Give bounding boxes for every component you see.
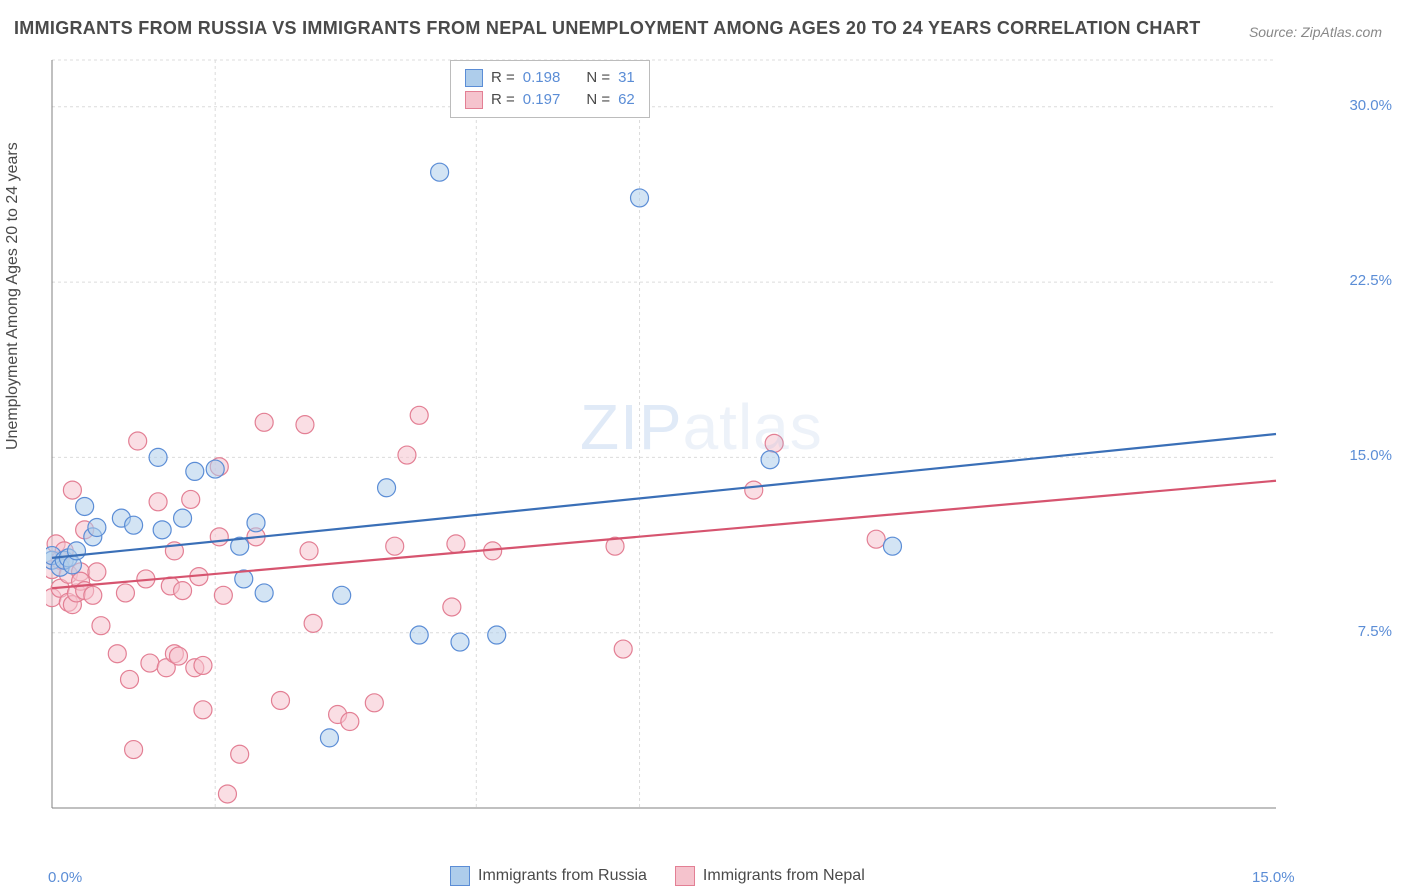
n-value: 31 [618, 67, 635, 89]
legend-item-nepal: Immigrants from Nepal [675, 866, 865, 886]
swatch-icon [675, 866, 695, 886]
r-value: 0.197 [523, 89, 561, 111]
y-axis-label: Unemployment Among Ages 20 to 24 years [4, 142, 22, 450]
swatch-icon [450, 866, 470, 886]
x-tick-label: 15.0% [1252, 869, 1295, 886]
r-label: R = [491, 89, 515, 111]
r-value: 0.198 [523, 67, 561, 89]
source-label: Source: ZipAtlas.com [1249, 24, 1382, 40]
n-label: N = [586, 67, 610, 89]
plot-area [46, 58, 1336, 838]
y-tick-label: 7.5% [1358, 623, 1392, 640]
legend-label: Immigrants from Russia [478, 867, 647, 885]
series-legend: Immigrants from Russia Immigrants from N… [450, 866, 865, 886]
y-tick-label: 30.0% [1349, 97, 1392, 114]
n-value: 62 [618, 89, 635, 111]
y-tick-label: 22.5% [1349, 272, 1392, 289]
x-tick-label: 0.0% [48, 869, 82, 886]
chart-title: IMMIGRANTS FROM RUSSIA VS IMMIGRANTS FRO… [14, 18, 1201, 39]
swatch-icon [465, 69, 483, 87]
stats-legend: R = 0.198 N = 31 R = 0.197 N = 62 [450, 60, 650, 118]
r-label: R = [491, 67, 515, 89]
stats-row-nepal: R = 0.197 N = 62 [465, 89, 635, 111]
legend-item-russia: Immigrants from Russia [450, 866, 647, 886]
scatter-chart [46, 58, 1336, 838]
stats-row-russia: R = 0.198 N = 31 [465, 67, 635, 89]
y-tick-label: 15.0% [1349, 447, 1392, 464]
swatch-icon [465, 91, 483, 109]
n-label: N = [586, 89, 610, 111]
legend-label: Immigrants from Nepal [703, 867, 865, 885]
